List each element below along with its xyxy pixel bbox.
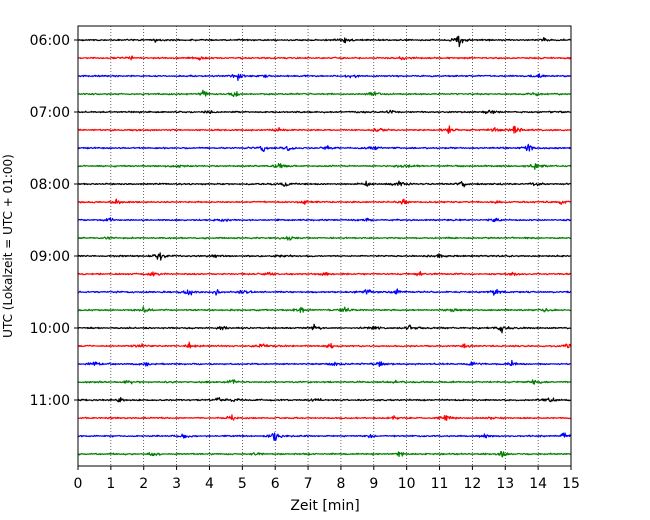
x-tick-label: 14: [529, 476, 547, 492]
trace-row: [77, 341, 572, 349]
trace-row: [77, 432, 572, 442]
x-tick-label: 3: [172, 476, 181, 492]
y-tick-label: 07:00: [30, 105, 70, 121]
trace-row: [77, 306, 572, 313]
seismic-traces: [77, 35, 572, 458]
x-tick-label: 8: [336, 476, 345, 492]
x-tick-label: 15: [562, 476, 580, 492]
y-tick-label: 11:00: [30, 393, 70, 409]
x-tick-label: 5: [238, 476, 247, 492]
x-tick-label: 6: [271, 476, 280, 492]
trace-row: [77, 180, 572, 188]
x-tick-label: 4: [205, 476, 214, 492]
y-tick-label: 10:00: [30, 321, 70, 337]
y-axis-ticks: 06:00 07:00 08:00 09:00 10:00 11:00: [30, 33, 78, 409]
x-tick-label: 7: [304, 476, 313, 492]
y-tick-label: 09:00: [30, 249, 70, 265]
x-tick-label: 0: [74, 476, 83, 492]
y-axis-label: UTC (Lokalzeit = UTC + 01:00): [1, 154, 15, 338]
x-axis-label: Zeit [min]: [290, 498, 359, 514]
y-tick-label: 08:00: [30, 177, 70, 193]
plot-frame: [77, 25, 572, 467]
trace-row: [77, 270, 572, 277]
y-tick-label: 06:00: [30, 33, 70, 49]
trace-row: [77, 35, 572, 48]
trace-row: [77, 125, 572, 134]
x-axis-ticks: 0 1 2 3 4 5 6 7 8 9 10 11 12 13 14 15: [74, 466, 580, 492]
trace-row: [77, 252, 572, 261]
trace-row: [77, 379, 572, 385]
trace-row: [77, 451, 572, 458]
trace-row: [77, 143, 572, 153]
trace-row: [77, 55, 572, 61]
trace-row: [77, 397, 572, 403]
trace-row: [77, 288, 572, 296]
trace-row: [77, 359, 572, 367]
trace-row: [77, 163, 572, 170]
x-tick-label: 1: [106, 476, 115, 492]
x-tick-label: 12: [463, 476, 481, 492]
trace-row: [77, 109, 572, 115]
trace-row: [77, 73, 572, 82]
trace-row: [77, 198, 572, 206]
x-tick-label: 10: [398, 476, 416, 492]
trace-row: [77, 217, 572, 223]
x-tick-label: 11: [431, 476, 449, 492]
trace-row: [77, 236, 572, 241]
x-tick-label: 2: [139, 476, 148, 492]
trace-row: [77, 89, 572, 98]
x-tick-label: 9: [369, 476, 378, 492]
vertical-gridlines: [110, 26, 539, 466]
x-tick-label: 13: [496, 476, 514, 492]
trace-row: [77, 414, 572, 421]
trace-row: [77, 323, 572, 334]
